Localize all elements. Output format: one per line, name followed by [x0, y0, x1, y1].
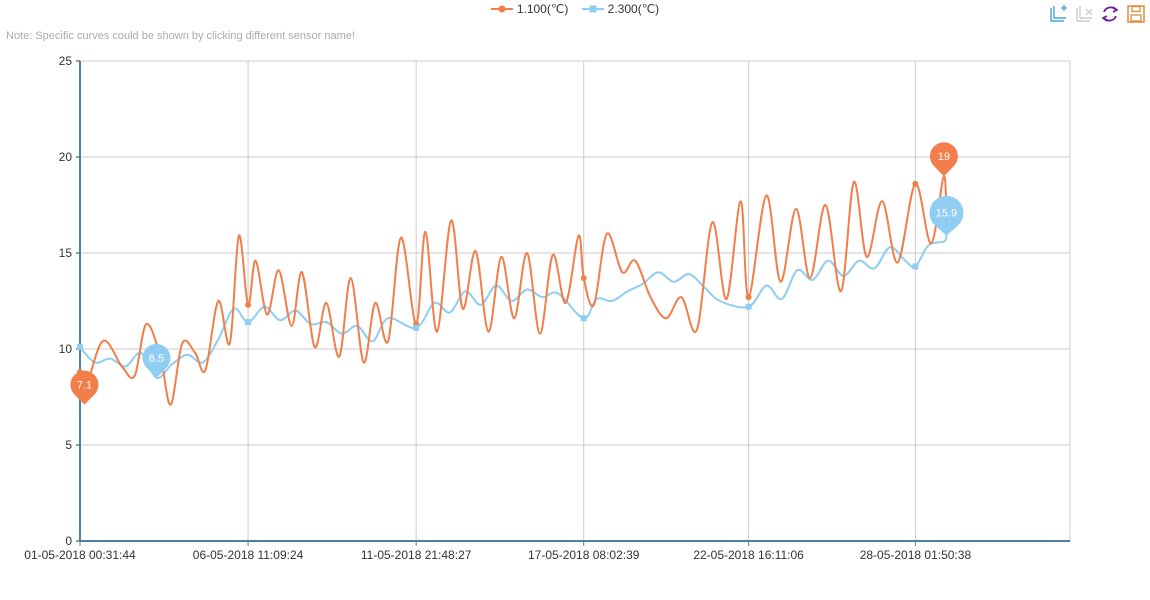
data-point — [580, 274, 587, 281]
restore-icon[interactable] — [1100, 4, 1120, 24]
y-tick-label: 0 — [65, 534, 72, 548]
series-lines — [78, 175, 948, 406]
legend: 1.100(℃) 2.300(℃) — [0, 2, 1150, 17]
markpoint-pin: 15.9 — [929, 195, 964, 236]
legend-item-series-2[interactable]: 2.300(℃) — [581, 2, 660, 16]
data-point — [245, 319, 252, 326]
data-point — [912, 263, 919, 270]
zoom-reset-icon[interactable] — [1074, 4, 1094, 24]
data-point — [245, 301, 252, 308]
legend-label-series-1: 1.100(℃) — [516, 2, 569, 16]
markpoint-label: 19 — [938, 151, 950, 163]
markpoint-pin: 19 — [929, 142, 958, 177]
y-tick-label: 15 — [59, 246, 73, 260]
data-point — [413, 324, 420, 331]
legend-line-marker-icon — [490, 5, 513, 13]
y-tick-label: 10 — [59, 342, 73, 356]
x-tick-label: 28-05-2018 01:50:38 — [860, 548, 972, 562]
y-tick-label: 5 — [65, 438, 72, 452]
series-line-2 — [79, 235, 948, 379]
zoom-icon[interactable] — [1048, 4, 1068, 24]
markpoint-pin-shape — [142, 343, 171, 378]
x-tick-label: 01-05-2018 00:31:44 — [24, 548, 136, 562]
markpoints: 7.1 8.5 19 15.9 — [70, 142, 964, 405]
x-tick-label: 11-05-2018 21:48:27 — [361, 548, 472, 562]
data-point — [745, 303, 752, 310]
series-markers — [76, 180, 919, 376]
x-tick-label: 06-05-2018 11:09:24 — [193, 548, 304, 562]
y-axis: 0 5 10 15 20 25 — [59, 54, 81, 548]
x-tick-label: 22-05-2018 16:11:06 — [693, 548, 804, 562]
data-point — [912, 180, 919, 187]
series-line-1 — [78, 175, 948, 406]
data-point — [76, 344, 83, 351]
y-tick-label: 25 — [59, 54, 73, 68]
legend-swatch-square — [589, 5, 597, 13]
markpoint-pin-shape — [929, 142, 958, 177]
legend-swatch-circle — [498, 5, 506, 13]
markpoint-label: 15.9 — [936, 208, 957, 220]
markpoint-pin-shape — [929, 195, 964, 236]
x-tick-label: 17-05-2018 08:02:39 — [528, 548, 640, 562]
markpoint-label: 8.5 — [149, 353, 164, 365]
save-image-icon[interactable] — [1126, 4, 1146, 24]
x-axis: 01-05-2018 00:31:44 06-05-2018 11:09:24 11… — [24, 540, 1070, 562]
toolbox — [1048, 4, 1146, 24]
markpoint-label: 7.1 — [77, 380, 92, 392]
y-tick-label: 20 — [59, 150, 73, 164]
legend-line-marker-icon — [581, 5, 604, 13]
chart-note: Note: Specific curves could be shown by … — [6, 30, 355, 42]
data-point — [745, 294, 752, 301]
markpoint-pin-shape — [70, 370, 99, 405]
legend-label-series-2: 2.300(℃) — [607, 2, 660, 16]
data-point — [580, 315, 587, 322]
legend-item-series-1[interactable]: 1.100(℃) — [490, 2, 569, 16]
grid — [80, 60, 1071, 541]
markpoint-pin: 8.5 — [142, 343, 171, 378]
markpoint-pin: 7.1 — [70, 370, 99, 405]
